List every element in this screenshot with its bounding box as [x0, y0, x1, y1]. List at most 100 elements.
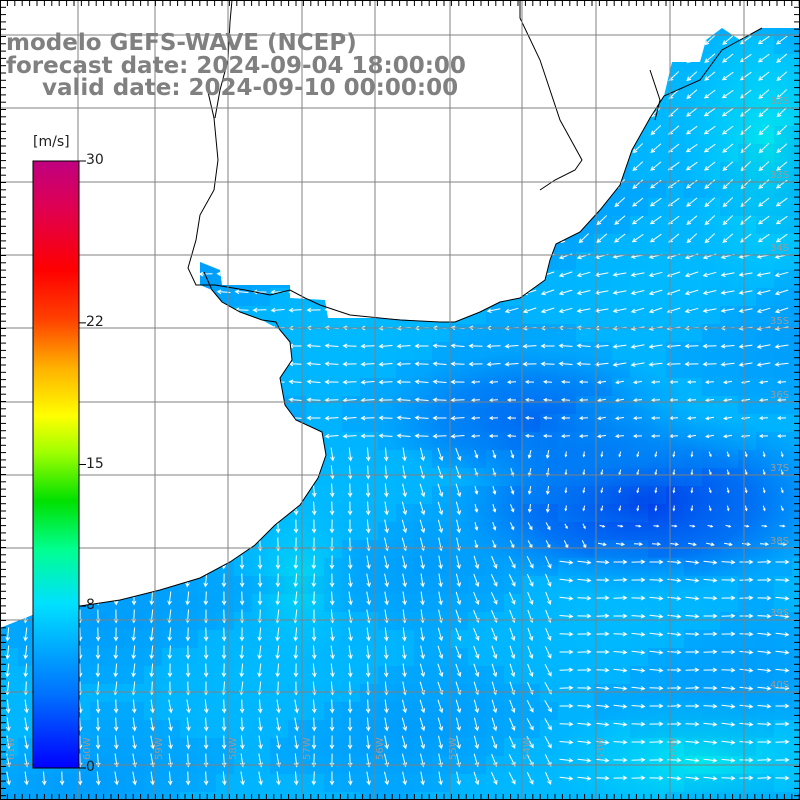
wind-arrow [630, 362, 645, 367]
wind-arrow [780, 505, 784, 512]
wind-arrow [595, 631, 610, 637]
wind-arrow [144, 163, 159, 169]
wind-arrow [360, 163, 375, 169]
wind-arrow [288, 379, 303, 385]
wind-arrow [144, 199, 159, 205]
wind-arrow [578, 215, 590, 226]
wind-arrow [757, 685, 772, 691]
wind-arrow [167, 771, 173, 786]
wind-arrow [685, 125, 698, 135]
wind-arrow [234, 145, 249, 151]
wind-arrow [23, 465, 29, 480]
wind-arrow [396, 181, 411, 187]
wind-arrow [419, 465, 426, 480]
wind-arrow [342, 379, 357, 385]
wind-arrow [564, 523, 568, 530]
wind-arrow [510, 486, 515, 495]
wind-arrow [704, 71, 716, 81]
wind-arrow [632, 434, 643, 439]
wind-arrow [149, 483, 155, 498]
wind-arrow [5, 555, 11, 570]
wind-arrow [126, 235, 141, 241]
wind-arrow [558, 361, 573, 367]
wind-arrow [649, 595, 664, 601]
wind-arrow [613, 721, 628, 727]
wind-arrow [203, 627, 209, 642]
wind-arrow [564, 487, 568, 494]
wind-arrow [739, 721, 754, 727]
wind-arrow [414, 163, 429, 169]
wind-arrow [704, 398, 715, 403]
wind-arrow [703, 649, 718, 655]
wind-arrow [414, 109, 429, 115]
wind-arrow [470, 380, 481, 385]
wind-arrow [270, 433, 285, 439]
wind-arrow [578, 416, 589, 421]
wind-arrow [402, 555, 408, 570]
wind-arrow [612, 362, 627, 367]
wind-arrow [329, 465, 335, 480]
wind-arrow [631, 595, 646, 601]
wind-arrow [239, 465, 245, 480]
wind-arrow [131, 717, 137, 732]
wind-arrow [185, 537, 191, 552]
wind-arrow [257, 573, 263, 588]
wind-arrow [23, 609, 29, 624]
wind-arrow [703, 143, 716, 153]
wind-arrow [738, 308, 753, 313]
wind-arrow [221, 699, 227, 714]
wind-arrow [162, 145, 177, 151]
wind-arrow [347, 501, 353, 516]
wind-arrow [560, 397, 571, 402]
wind-arrow [414, 361, 429, 367]
wind-arrow [510, 450, 515, 459]
wind-arrow [108, 379, 123, 385]
wind-arrow [95, 699, 101, 714]
longitude-labels: 61W 60W 59W 58W 57W 56W 55W 54W 53W 52W [6, 737, 679, 760]
wind-arrow [757, 650, 772, 655]
wind-arrow [288, 397, 303, 403]
wind-arrow [650, 380, 661, 385]
wind-arrow [275, 645, 281, 660]
wind-arrow [6, 753, 11, 768]
wind-arrow [757, 757, 772, 763]
wind-arrow [90, 217, 105, 223]
wind-arrow [342, 217, 357, 223]
wind-arrow [108, 253, 123, 259]
wind-arrow [72, 109, 87, 115]
wind-arrow [631, 35, 644, 45]
wind-arrow [366, 771, 371, 786]
wind-arrow [270, 397, 285, 403]
wind-arrow [360, 253, 375, 259]
wind-arrow [649, 650, 664, 655]
wind-arrow [144, 397, 159, 403]
wind-arrow [180, 433, 195, 439]
wind-arrow [595, 595, 610, 601]
wind-arrow [491, 699, 498, 714]
wind-arrow [23, 519, 29, 534]
wind-arrow [650, 416, 661, 421]
wind-arrow [240, 771, 245, 786]
wind-arrow [578, 398, 589, 403]
wind-arrow [504, 307, 519, 314]
wind-arrow [721, 775, 736, 781]
wind-arrow [203, 501, 209, 516]
wind-arrow [704, 197, 716, 208]
wind-arrow [126, 253, 141, 259]
wind-arrow [108, 145, 123, 151]
wind-arrow [168, 699, 173, 714]
wind-arrow [468, 91, 483, 97]
wind-arrow [419, 699, 426, 714]
wind-arrow [559, 721, 574, 727]
wind-arrow [649, 613, 664, 619]
wind-arrow [506, 433, 517, 438]
wind-arrow [504, 56, 519, 61]
wind-arrow [150, 771, 155, 786]
wind-arrow [402, 699, 407, 714]
wind-arrow [578, 379, 589, 384]
wind-arrow [560, 53, 572, 64]
wind-arrow [491, 627, 498, 642]
wind-arrow [649, 179, 662, 189]
wind-arrow [167, 501, 173, 516]
wind-arrow [150, 699, 155, 714]
